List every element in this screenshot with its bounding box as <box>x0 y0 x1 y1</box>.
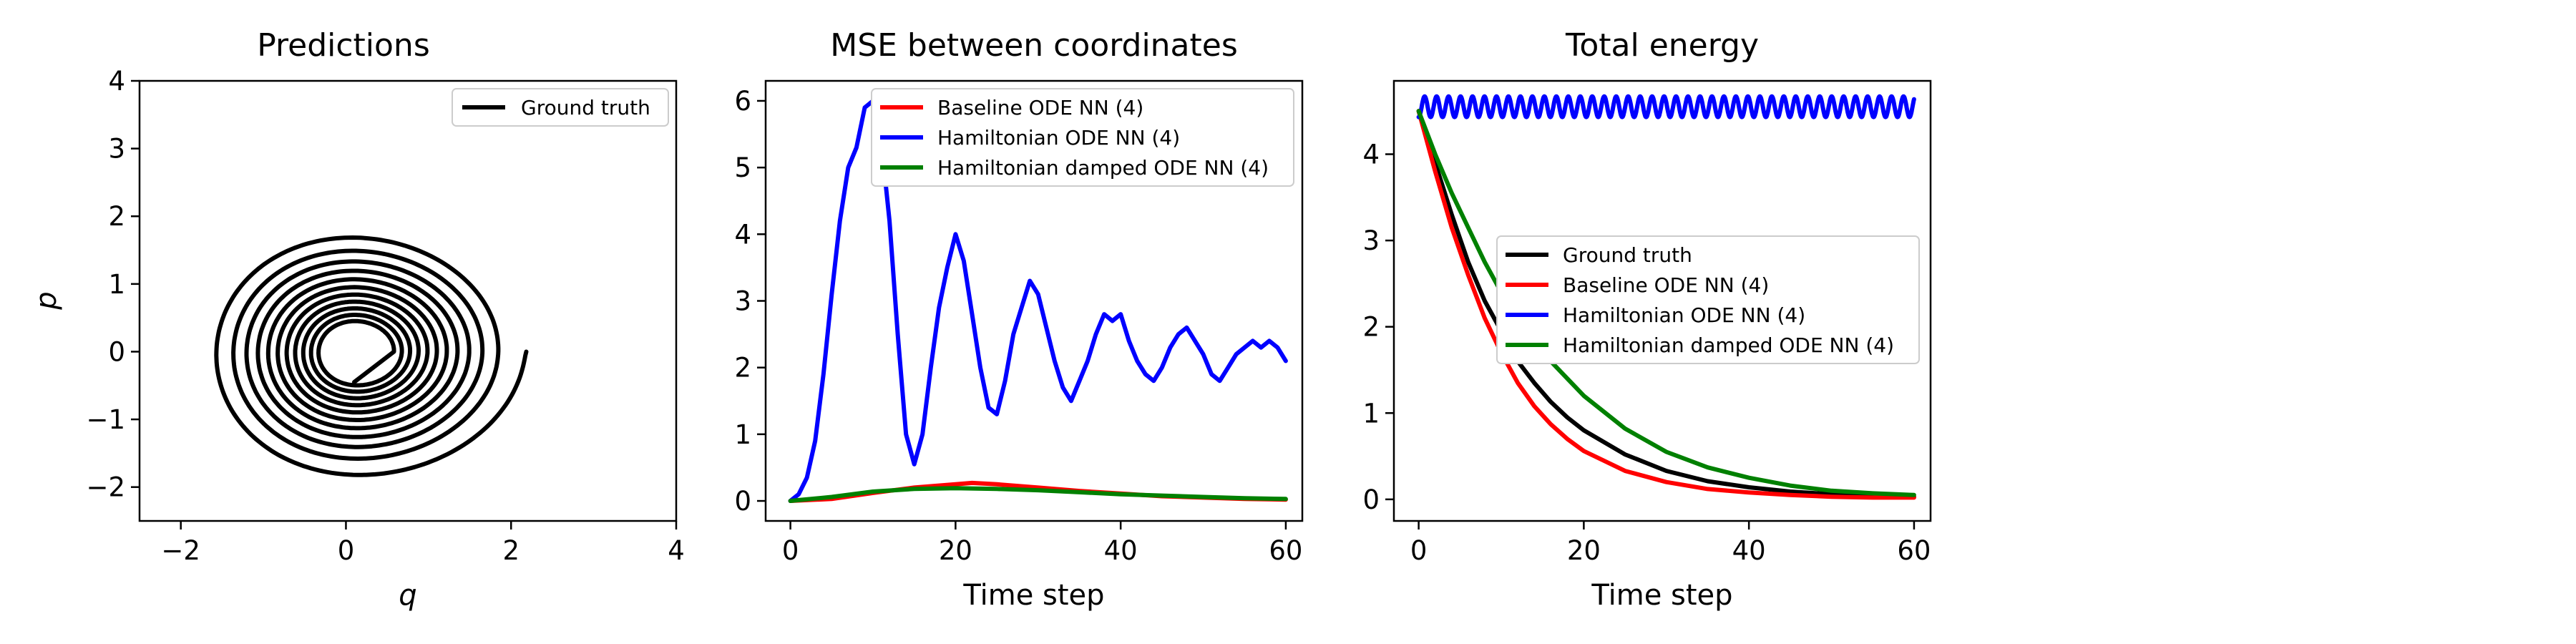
predictions-panel: Predictions −2 0 2 4 −2 −1 0 1 2 3 4 q p Ground tr… <box>30 27 685 612</box>
predictions-legend: Ground truth <box>452 88 669 127</box>
y-tick-label: −1 <box>86 404 125 435</box>
series-line-hamiltonian-damped-ode-nn-4 <box>1416 109 1916 497</box>
energy-ticks: 0 20 40 60 0 1 2 3 4 <box>1362 140 1931 567</box>
y-tick-label: 3 <box>734 286 751 317</box>
series-line-ground-truth <box>1416 109 1916 499</box>
x-tick-label: 0 <box>338 535 355 566</box>
y-tick-label: 4 <box>108 66 125 97</box>
mse-legend-box <box>871 88 1294 187</box>
y-tick-label: −2 <box>86 472 125 503</box>
y-tick-label: 0 <box>1362 484 1380 515</box>
mse-frame <box>764 79 1304 522</box>
energy-plot-area <box>1416 94 1916 500</box>
y-tick-label: 3 <box>108 134 125 165</box>
series-line-hamiltonian-damped-ode-nn-4 <box>788 486 1288 503</box>
legend-label-baseline: Baseline ODE NN (4) <box>937 96 1143 119</box>
mse-title: MSE between coordinates <box>830 27 1238 64</box>
energy-legend: Ground truth Baseline ODE NN (4) Hamilto… <box>1496 235 1920 364</box>
mse-panel: MSE between coordinates 0 20 40 60 0 1 2 3 4 5 6 T… <box>734 27 1304 612</box>
mse-xlabel: Time step <box>962 579 1104 612</box>
legend-label-damped: Hamiltonian damped ODE NN (4) <box>937 156 1269 180</box>
y-tick-label: 3 <box>1362 225 1380 256</box>
y-tick-label: 1 <box>1362 398 1380 429</box>
series-line-ground-truth <box>214 235 529 477</box>
x-tick-label: 0 <box>1410 535 1428 566</box>
y-tick-label: 2 <box>734 353 751 384</box>
y-tick-label: 0 <box>108 336 125 367</box>
predictions-plot-area <box>214 235 529 477</box>
mse-legend: Baseline ODE NN (4) Hamiltonian ODE NN (… <box>871 88 1294 187</box>
predictions-legend-box <box>452 88 669 127</box>
y-tick-label: 1 <box>734 419 751 450</box>
x-tick-label: 20 <box>1567 535 1601 566</box>
x-tick-label: 0 <box>782 535 799 566</box>
predictions-frame <box>138 79 678 522</box>
y-tick-label: 4 <box>734 219 751 250</box>
energy-frame <box>1392 79 1932 522</box>
legend-label-energy-baseline: Baseline ODE NN (4) <box>1563 273 1769 297</box>
x-tick-label: 60 <box>1269 535 1302 566</box>
y-tick-label: 0 <box>734 486 751 517</box>
x-tick-label: −2 <box>161 535 200 566</box>
predictions-title: Predictions <box>257 27 430 64</box>
legend-label-energy-damped: Hamiltonian damped ODE NN (4) <box>1563 333 1894 357</box>
series-line-hamiltonian-ode-nn-4 <box>1416 94 1916 119</box>
energy-panel: Total energy 0 20 40 60 0 1 2 3 4 Time step Grou… <box>1362 27 1932 612</box>
energy-legend-box <box>1496 235 1920 364</box>
x-tick-label: 20 <box>939 535 972 566</box>
x-tick-label: 60 <box>1897 535 1931 566</box>
x-tick-label: 40 <box>1104 535 1138 566</box>
y-tick-label: 4 <box>1362 140 1380 170</box>
legend-label-energy-ground-truth: Ground truth <box>1563 243 1692 267</box>
mse-ticks: 0 20 40 60 0 1 2 3 4 5 6 <box>734 86 1302 566</box>
x-tick-label: 4 <box>668 535 685 566</box>
y-tick-label: 6 <box>734 86 751 117</box>
x-tick-label: 40 <box>1732 535 1766 566</box>
predictions-xlabel: q <box>399 579 416 612</box>
y-tick-label: 2 <box>108 201 125 232</box>
x-tick-label: 2 <box>502 535 519 566</box>
legend-label-hamiltonian: Hamiltonian ODE NN (4) <box>937 126 1180 150</box>
predictions-ticks: −2 0 2 4 −2 −1 0 1 2 3 4 <box>86 66 684 566</box>
series-line-baseline-ode-nn-4 <box>1416 109 1916 500</box>
predictions-ylabel: p <box>30 291 63 310</box>
y-tick-label: 1 <box>108 269 125 300</box>
legend-label-ground-truth: Ground truth <box>521 96 650 119</box>
y-tick-label: 5 <box>734 152 751 183</box>
energy-title: Total energy <box>1565 27 1759 64</box>
y-tick-label: 2 <box>1362 312 1380 343</box>
energy-xlabel: Time step <box>1591 579 1732 612</box>
legend-label-energy-hamiltonian: Hamiltonian ODE NN (4) <box>1563 303 1805 327</box>
